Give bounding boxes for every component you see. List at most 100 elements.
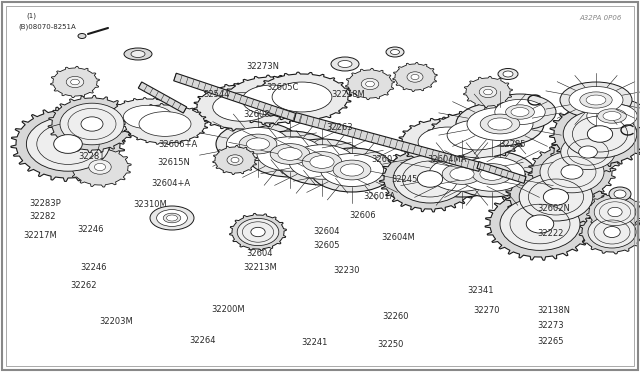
Text: 32138N: 32138N [538,306,571,315]
Polygon shape [506,164,607,230]
Ellipse shape [506,105,534,119]
Ellipse shape [239,134,277,154]
Polygon shape [193,83,291,131]
Ellipse shape [278,148,302,160]
Text: 32273N: 32273N [246,62,280,71]
Ellipse shape [503,71,513,77]
Text: 32270: 32270 [474,307,500,315]
Ellipse shape [131,51,145,58]
Ellipse shape [270,144,310,164]
Ellipse shape [78,33,86,38]
Ellipse shape [411,74,419,80]
Polygon shape [252,72,351,122]
Polygon shape [212,145,257,174]
Ellipse shape [526,215,554,233]
Ellipse shape [26,117,109,171]
Ellipse shape [310,155,334,168]
Text: 32203M: 32203M [99,317,133,326]
Ellipse shape [361,78,379,90]
Polygon shape [223,75,321,125]
Ellipse shape [393,155,467,203]
Text: A32PA 0P06: A32PA 0P06 [580,15,622,21]
Ellipse shape [588,126,612,142]
Ellipse shape [609,187,631,201]
Polygon shape [51,66,99,98]
Ellipse shape [587,103,637,129]
Text: 32282: 32282 [29,212,55,221]
Text: 32602: 32602 [371,155,397,164]
Polygon shape [528,144,616,201]
Ellipse shape [442,164,482,185]
Ellipse shape [231,157,239,163]
Polygon shape [11,107,125,182]
Polygon shape [485,188,595,260]
Ellipse shape [500,198,580,250]
Text: 32246: 32246 [77,225,103,234]
Polygon shape [463,76,513,108]
Ellipse shape [278,139,366,185]
Ellipse shape [580,92,612,108]
Ellipse shape [66,76,84,87]
Polygon shape [428,110,527,160]
Ellipse shape [246,138,269,150]
Ellipse shape [139,112,191,137]
Text: 32310M: 32310M [133,200,167,209]
Text: 32283P: 32283P [29,199,61,208]
Polygon shape [380,146,481,212]
Text: 32285: 32285 [499,140,525,149]
Ellipse shape [459,157,525,191]
Text: 32608: 32608 [243,110,270,119]
Ellipse shape [569,87,623,113]
Ellipse shape [484,94,556,130]
Text: 32606+A: 32606+A [159,140,198,149]
Ellipse shape [561,165,583,179]
Ellipse shape [417,171,443,187]
Text: 32200M: 32200M [211,305,245,314]
Ellipse shape [418,127,478,157]
Polygon shape [173,73,301,123]
Text: 32262: 32262 [70,281,97,290]
Ellipse shape [81,117,103,131]
Ellipse shape [614,190,626,198]
Ellipse shape [608,207,622,217]
Text: 32605C: 32605C [266,83,299,92]
Ellipse shape [488,118,512,130]
Polygon shape [550,101,640,167]
Text: 32273: 32273 [538,321,564,330]
Polygon shape [551,128,625,176]
Text: (1): (1) [26,13,36,19]
Ellipse shape [227,155,243,165]
Polygon shape [477,162,526,183]
Ellipse shape [310,148,394,192]
Text: 32217M: 32217M [23,231,57,240]
Ellipse shape [227,128,289,160]
Polygon shape [294,113,481,171]
Text: 32218M: 32218M [332,90,365,99]
Ellipse shape [216,122,300,166]
Polygon shape [68,147,131,187]
Text: 32245: 32245 [392,175,418,184]
Ellipse shape [418,151,506,197]
Ellipse shape [212,93,271,121]
Ellipse shape [467,108,533,141]
Ellipse shape [429,157,495,191]
Text: 32264: 32264 [189,336,215,345]
Ellipse shape [321,154,383,186]
Polygon shape [230,214,287,251]
Ellipse shape [289,145,355,179]
Text: 32241: 32241 [301,338,327,347]
Ellipse shape [242,85,302,115]
Ellipse shape [540,151,604,193]
Ellipse shape [338,61,352,67]
Ellipse shape [302,152,342,172]
Ellipse shape [272,82,332,112]
Ellipse shape [495,99,545,125]
Text: 32265: 32265 [538,337,564,346]
Ellipse shape [386,47,404,57]
Ellipse shape [479,86,497,97]
Ellipse shape [407,72,423,82]
Text: 32604: 32604 [314,227,340,236]
Ellipse shape [579,146,597,158]
Text: 32341: 32341 [467,286,493,295]
Ellipse shape [598,109,627,123]
